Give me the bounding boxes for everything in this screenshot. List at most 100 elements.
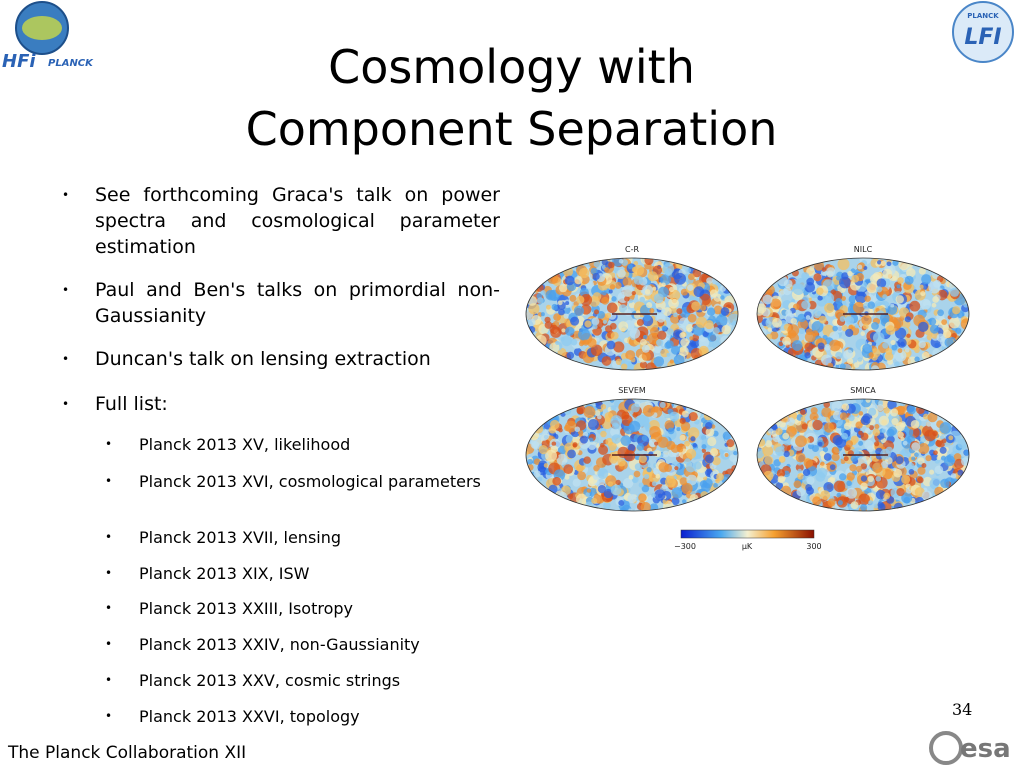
map-blob	[801, 423, 808, 430]
map-blob	[935, 439, 942, 447]
map-blob	[611, 296, 617, 302]
map-blob	[821, 354, 832, 366]
map-blob	[733, 450, 738, 456]
map-blob	[917, 476, 924, 484]
map-blob	[617, 458, 626, 467]
map-blob	[940, 478, 950, 489]
map-blob	[572, 442, 578, 448]
map-blob	[669, 286, 675, 293]
map-blob	[762, 294, 773, 305]
map-blob	[795, 463, 804, 472]
map-blob	[876, 286, 883, 293]
colorbar-label: 300	[806, 542, 821, 551]
map-blob	[805, 315, 811, 320]
map-blob	[657, 330, 667, 341]
map-blob	[909, 300, 921, 312]
bullet: Full list:	[62, 391, 500, 417]
map-blob	[821, 267, 827, 272]
map-blob	[918, 321, 929, 332]
map-blob	[775, 428, 783, 436]
map-blob	[941, 319, 948, 325]
map-blob	[937, 309, 944, 317]
map-blob	[757, 448, 765, 459]
map-blob	[893, 468, 903, 478]
map-blob	[607, 481, 614, 487]
map-blob	[933, 450, 938, 456]
map-blob	[579, 435, 589, 444]
map-blob	[576, 407, 584, 415]
map-blob	[911, 442, 921, 452]
map-blob	[680, 338, 690, 348]
map-blob	[841, 296, 846, 301]
map-blob	[535, 335, 547, 347]
map-blob	[537, 476, 543, 482]
map-blob	[586, 488, 592, 493]
map-blob	[657, 493, 663, 498]
map-blob	[681, 410, 689, 418]
map-blob	[858, 493, 870, 506]
map-blob	[642, 404, 655, 417]
map-blob	[894, 349, 907, 362]
map-blob	[949, 287, 960, 297]
map-blob	[854, 324, 860, 329]
map-blob	[604, 411, 614, 421]
map-blob	[822, 446, 829, 453]
map-blob	[645, 362, 657, 370]
map-blob	[835, 351, 843, 360]
map-label: C-R	[625, 245, 639, 254]
map-blob	[820, 490, 831, 501]
map-blob	[921, 274, 932, 285]
map-blob	[705, 464, 711, 469]
logo-text: PLANCK	[967, 12, 999, 20]
map-blob	[775, 481, 784, 490]
map-blob	[563, 464, 574, 475]
map-blob	[831, 446, 840, 455]
map-blob	[810, 407, 818, 415]
map-blob	[843, 349, 853, 359]
sub-bullet: Planck 2013 XVI, cosmological parameters	[105, 471, 500, 492]
map-blob	[702, 330, 709, 338]
sub-bullet: Planck 2013 XV, likelihood	[105, 434, 500, 455]
map-blob	[921, 351, 930, 360]
map-blob	[654, 441, 659, 446]
map-blob	[836, 275, 841, 281]
map-blob	[929, 469, 935, 475]
map-blob	[764, 284, 775, 296]
map-blob	[660, 274, 671, 286]
map-blob	[848, 294, 858, 304]
bullet-text: See forthcoming Graca's talk on power sp…	[95, 184, 500, 258]
map-blob	[558, 283, 568, 293]
map-blob	[787, 324, 800, 337]
map-blob	[823, 453, 832, 461]
map-blob	[627, 493, 637, 504]
map-blob	[791, 299, 796, 304]
map-blob	[656, 313, 666, 323]
sub-bullet-text: Planck 2013 XXIV, non-Gaussianity	[139, 635, 420, 654]
map-blob	[634, 463, 643, 471]
map-blob	[705, 454, 714, 464]
map-blob	[832, 325, 838, 332]
map-blob	[641, 351, 651, 361]
map-blob	[713, 305, 723, 315]
map-blob	[939, 422, 952, 434]
map-blob	[887, 304, 898, 315]
map-blob	[716, 473, 725, 481]
map-blob	[900, 436, 905, 442]
map-blob	[561, 335, 572, 347]
map-blob	[604, 267, 610, 273]
map-blob	[558, 491, 568, 501]
sub-bullet-text: Planck 2013 XXV, cosmic strings	[139, 671, 401, 690]
map-blob	[661, 308, 666, 313]
map-blob	[918, 442, 930, 455]
map-blob	[638, 482, 644, 488]
map-blob	[609, 284, 616, 290]
map-blob	[811, 320, 824, 333]
map-blob	[685, 448, 697, 459]
map-blob	[557, 300, 563, 306]
map-blob	[646, 467, 652, 473]
map-blob	[820, 269, 827, 277]
map-blob	[670, 313, 681, 324]
map-blob	[565, 420, 577, 433]
map-blob	[673, 354, 685, 366]
map-blob	[597, 468, 609, 479]
